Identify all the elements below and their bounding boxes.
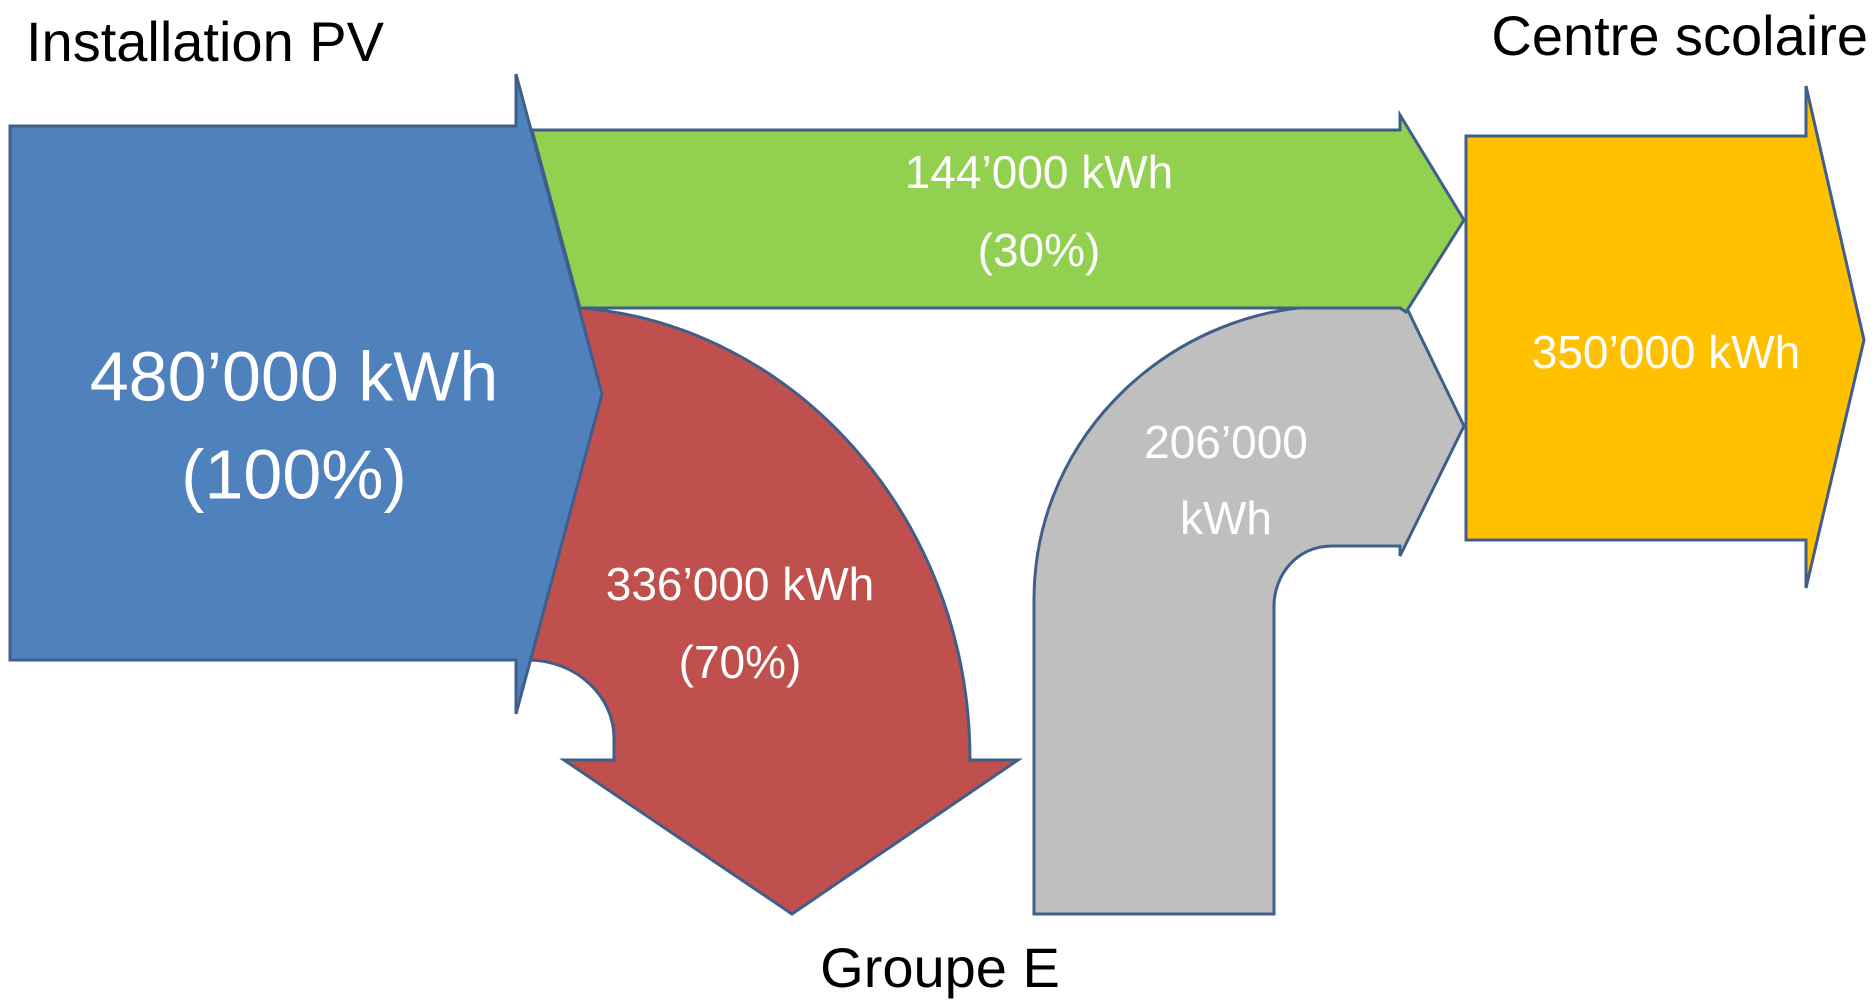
target-value: 350’000 kWh [1532,326,1801,378]
source-title: Installation PV [26,10,385,73]
flow-value: 206’000 [1144,416,1308,468]
red-flow [526,306,1023,916]
source-value: 480’000 kWh [90,337,499,415]
flow-value: 336’000 kWh [606,558,875,610]
target-title: Centre scolaire [1491,4,1868,67]
green-flow [530,109,1466,315]
source-share: (100%) [181,435,407,513]
orange-target [1464,85,1866,589]
flow-share: (70%) [679,636,802,688]
gray-flow [1032,293,1466,916]
flow-value: kWh [1180,492,1272,544]
flow-share: (30%) [978,224,1101,276]
flow-value: 144’000 kWh [905,146,1174,198]
blue-source [8,73,604,715]
target-title: Groupe E [820,936,1060,999]
